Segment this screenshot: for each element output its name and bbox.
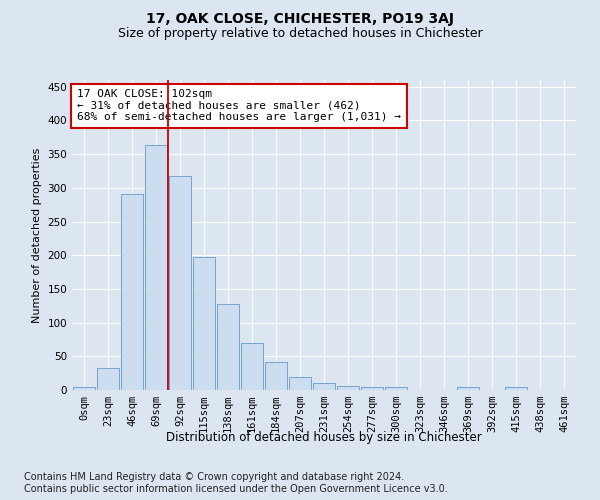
Bar (337, 386, 359, 390)
Bar (265, 362, 287, 390)
Bar (145, 144, 167, 390)
Bar (193, 256, 215, 390)
Y-axis label: Number of detached properties: Number of detached properties (32, 148, 42, 322)
Bar (289, 377, 311, 390)
Bar (505, 386, 527, 390)
Bar (361, 388, 383, 390)
Bar (241, 343, 263, 390)
Text: Size of property relative to detached houses in Chichester: Size of property relative to detached ho… (118, 28, 482, 40)
Text: Distribution of detached houses by size in Chichester: Distribution of detached houses by size … (166, 431, 482, 444)
Text: 17, OAK CLOSE, CHICHESTER, PO19 3AJ: 17, OAK CLOSE, CHICHESTER, PO19 3AJ (146, 12, 454, 26)
Bar (169, 176, 191, 390)
Bar (385, 386, 407, 390)
Text: Contains HM Land Registry data © Crown copyright and database right 2024.: Contains HM Land Registry data © Crown c… (24, 472, 404, 482)
Text: Contains public sector information licensed under the Open Government Licence v3: Contains public sector information licen… (24, 484, 448, 494)
Bar (217, 304, 239, 390)
Bar (121, 194, 143, 390)
Bar (97, 368, 119, 390)
Text: 17 OAK CLOSE: 102sqm
← 31% of detached houses are smaller (462)
68% of semi-deta: 17 OAK CLOSE: 102sqm ← 31% of detached h… (77, 90, 401, 122)
Bar (73, 388, 95, 390)
Bar (313, 384, 335, 390)
Bar (457, 386, 479, 390)
